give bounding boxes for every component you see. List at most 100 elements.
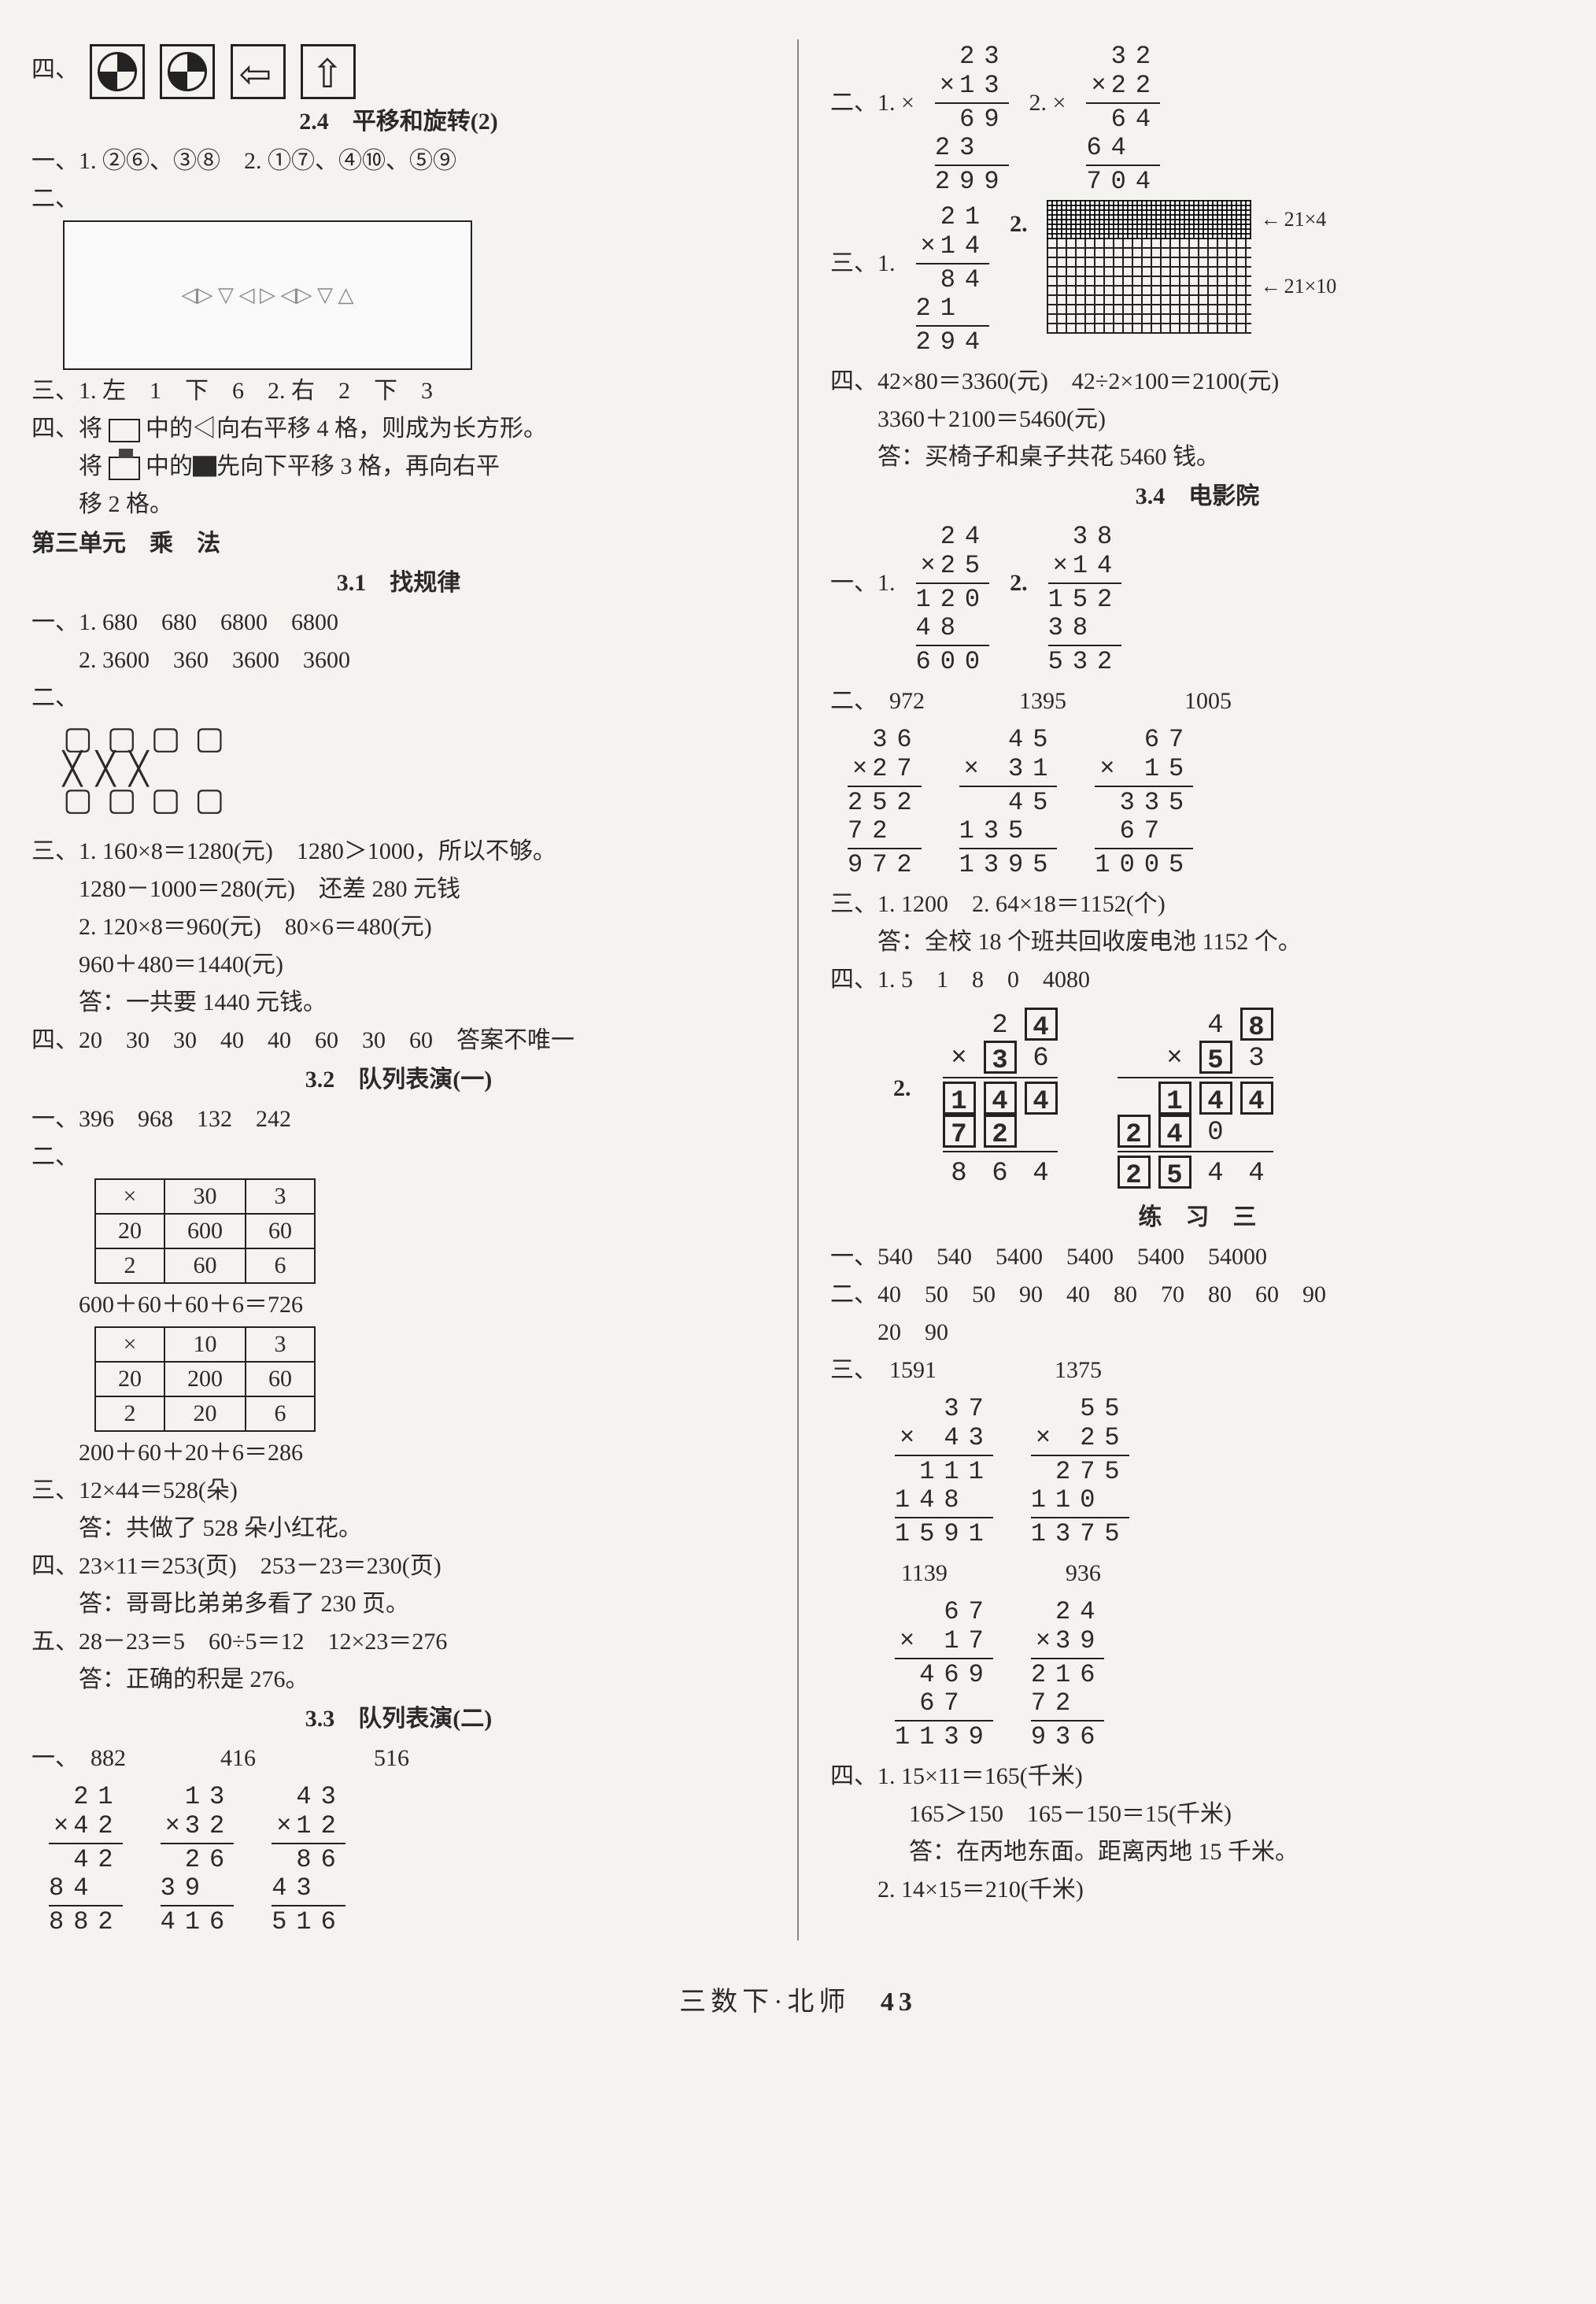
heading-practice3: 练 习 三 (830, 1201, 1565, 1234)
mult-rm2: 3222 6464 704 (1086, 43, 1160, 197)
left-column: 四、 2.4 平移和旋转(2) 一、1. ②⑥、③⑧ 2. ①⑦、④⑩、⑤⑨ 二… (31, 39, 766, 1940)
s24-line4: 四、将 中的◁向右平移 4 格，则成为长方形。 (31, 412, 766, 446)
s32-l10: 答：正确的积是 276。 (31, 1663, 766, 1696)
s24-l5a: 将 (79, 453, 102, 479)
s24-line2: 二、 (31, 183, 766, 216)
column-divider (797, 39, 799, 1940)
r2: 四、42×80＝3360(元) 42÷2×100＝2100(元) (830, 365, 1565, 398)
s33-l1: 一、 882 416 516 (31, 1742, 766, 1775)
s24-line5: 将 中的▇先向下平移 3 格，再向右平 (31, 450, 766, 483)
row-four: 四、 (31, 44, 766, 99)
r0-label2: 2. × (1029, 87, 1066, 120)
s24-l4a: 四、将 (31, 416, 102, 442)
s31-l7: 答：一共要 1440 元钱。 (31, 986, 766, 1019)
mult-pm3: 67 17 469 67 1139 (895, 1598, 993, 1752)
t2-r1-2: 60 (246, 1362, 315, 1396)
t1-h0: × (95, 1179, 164, 1214)
label-four: 四、 (31, 57, 79, 83)
s24-line3: 三、1. 左 1 下 6 2. 右 2 下 3 (31, 375, 766, 408)
shape-icon-1 (109, 419, 140, 442)
mult-rm1: 2313 6923 299 (935, 43, 1009, 197)
heading-2-4: 2.4 平移和旋转(2) (31, 105, 766, 139)
p-row1: 37 43 111148 1591 55 25 275110 1375 (830, 1392, 1565, 1552)
t2-h2: 3 (246, 1327, 315, 1362)
fish-diagram: ◁▷ ▽ ◁ ▷ ◁▷ ▽ △ (63, 220, 472, 370)
s32-l5: 三、12×44＝528(朵) (31, 1474, 766, 1507)
p1: 一、540 540 5400 5400 5400 54000 (830, 1241, 1565, 1274)
s31-l2b: 二、 (31, 682, 766, 715)
mult-rm7: 45 31 45135 1395 (959, 726, 1058, 880)
r1-label: 三、1. (830, 247, 896, 280)
mult-pm1: 37 43 111148 1591 (895, 1395, 993, 1549)
arrow-up-icon (301, 44, 356, 99)
t2-h1: 10 (164, 1327, 246, 1362)
s32-l6: 答：共做了 528 朵小红花。 (31, 1512, 766, 1545)
s24-line1: 一、1. ②⑥、③⑧ 2. ①⑦、④⑩、⑤⑨ (31, 145, 766, 178)
page: 四、 2.4 平移和旋转(2) 一、1. ②⑥、③⑧ 2. ①⑦、④⑩、⑤⑨ 二… (31, 39, 1565, 1940)
t1-r2-1: 60 (164, 1248, 246, 1283)
puzzle-1: 24×3614472 864 (943, 1008, 1058, 1189)
r9: 四、1. 5 1 8 0 4080 (830, 963, 1565, 997)
mult-rm6: 362725272 972 (848, 726, 922, 880)
r3: 3360＋2100＝5460(元) (830, 403, 1565, 436)
t2-r2-0: 2 (95, 1396, 164, 1431)
mult-m1: 2142 4284 882 (49, 1783, 123, 1937)
r9b-label: 2. (893, 1072, 911, 1105)
r5-label: 一、1. (830, 567, 896, 600)
s24-l4b: 中的◁向右平移 4 格，则成为长方形。 (146, 416, 547, 442)
r4: 答：买椅子和桌子共花 5460 钱。 (830, 441, 1565, 474)
s32-l7: 四、23×11＝253(页) 253－23＝230(页) (31, 1550, 766, 1583)
page-footer: 三数下·北师 43 (31, 1980, 1565, 2018)
t1-r1-2: 60 (246, 1214, 315, 1248)
mult-rm8: 67 15 335 67 1005 (1095, 726, 1193, 880)
r8: 答：全校 18 个班共回收废电池 1152 个。 (830, 926, 1565, 959)
t2-r1-0: 20 (95, 1362, 164, 1396)
p3: 三、 1591 1375 (830, 1354, 1565, 1387)
r0-label1: 二、1. × (830, 87, 914, 120)
t1-h1: 30 (164, 1179, 246, 1214)
quadrant-icon-1 (90, 44, 145, 99)
r6: 二、 972 1395 1005 (830, 685, 1565, 718)
s32-l3: 600＋60＋60＋6＝726 (31, 1289, 766, 1322)
s31-l3: 三、1. 160×8＝1280(元) 1280＞1000，所以不够。 (31, 835, 766, 868)
t1-r1-1: 600 (164, 1214, 246, 1248)
p6: 答：在丙地东面。距离丙地 15 千米。 (830, 1836, 1565, 1869)
r-row5: 一、1. 242512048 600 2. 381415238 532 (830, 520, 1565, 680)
s31-l6: 960＋480＝1440(元) (31, 949, 766, 982)
p5: 165＞150 165－150＝15(千米) (830, 1798, 1565, 1831)
heading-3-4: 3.4 电影院 (830, 480, 1565, 513)
shape-icon-2 (109, 457, 140, 480)
t2-h0: × (95, 1327, 164, 1362)
s32-l4: 200＋60＋20＋6＝286 (31, 1437, 766, 1470)
r1-2: 2. (1010, 208, 1028, 241)
cross-bot: ▢ ▢ ▢ ▢ (63, 781, 766, 818)
s31-l4: 1280－1000＝280(元) 还差 280 元钱 (31, 873, 766, 906)
puzzle-row: 2. 24×3614472 864 48 ×53 144240 2544 (830, 1001, 1565, 1195)
arrow-left-icon (231, 44, 286, 99)
t2-r2-1: 20 (164, 1396, 246, 1431)
r-row0: 二、1. × 2313 6923 299 2. × 3222 6464 704 (830, 39, 1565, 200)
t1-r2-2: 6 (246, 1248, 315, 1283)
r5b-label: 2. (1010, 567, 1028, 600)
mult-pm2: 55 25 275110 1375 (1031, 1395, 1129, 1549)
page-number: 43 (881, 1988, 917, 2017)
mult-pm4: 243921672 936 (1031, 1598, 1105, 1752)
quadrant-icon-2 (160, 44, 215, 99)
s31-l5: 2. 120×8＝960(元) 80×6＝480(元) (31, 911, 766, 944)
heading-3-3: 3.3 队列表演(二) (31, 1703, 766, 1736)
s31-l8: 四、20 30 30 40 40 60 30 60 答案不唯一 (31, 1024, 766, 1057)
mult-row-33: 2142 4284 882 1332 2639 416 4312 8643 51… (31, 1780, 766, 1940)
p2b: 20 90 (830, 1316, 1565, 1349)
s32-l2: 二、 (31, 1141, 766, 1174)
p-row2: 67 17 469 67 1139 243921672 936 (830, 1595, 1565, 1755)
s24-line5c: 移 2 格。 (31, 488, 766, 521)
heading-3-2: 3.2 队列表演(一) (31, 1063, 766, 1097)
s31-l1: 一、1. 680 680 6800 6800 (31, 606, 766, 639)
s32-l9: 五、28－23＝5 60÷5＝12 12×23＝276 (31, 1625, 766, 1659)
mult-rm4: 242512048 600 (916, 523, 990, 677)
table-1: ×303 2060060 2606 (94, 1178, 316, 1284)
table-2: ×103 2020060 2206 (94, 1326, 316, 1432)
s31-l2: 2. 3600 360 3600 3600 (31, 644, 766, 677)
p7: 2. 14×15＝210(千米) (830, 1873, 1565, 1906)
mult-rm3: 2114 8421 294 (916, 203, 990, 357)
